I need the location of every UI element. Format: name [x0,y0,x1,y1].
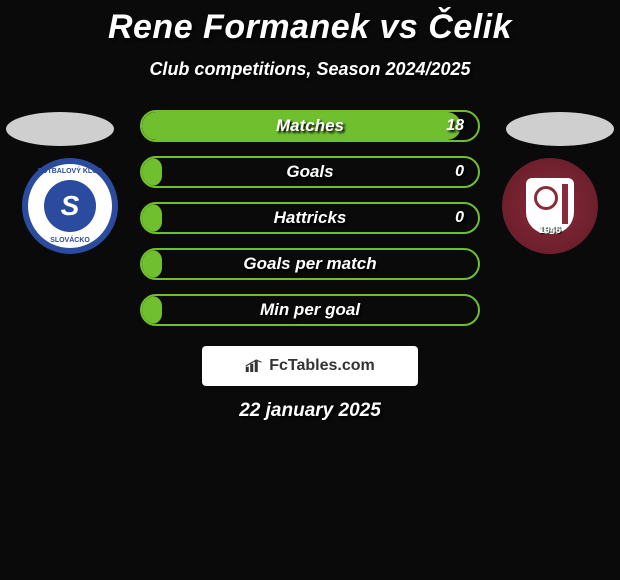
bar-chart-icon [245,359,263,373]
left-shadow-ellipse [6,112,114,146]
subtitle: Club competitions, Season 2024/2025 [0,59,620,80]
left-club-letter: S [44,180,96,232]
comparison-body: FOTBALOVÝ KLUB S SLOVÁCKO 1946 Matches 1… [0,110,620,340]
left-club-top-text: FOTBALOVÝ KLUB [38,168,103,175]
stat-label: Matches [142,112,478,140]
stat-label: Hattricks [142,204,478,232]
brand-name: FcTables.com [269,357,375,375]
stat-label: Min per goal [142,296,478,324]
left-club-bottom-text: SLOVÁCKO [50,237,90,244]
stat-bars: Matches 18 Goals 0 Hattricks 0 Goals per… [140,110,480,326]
stat-bar-goals: Goals 0 [140,156,480,188]
right-club-logo: 1946 [502,158,598,254]
stat-bar-matches: Matches 18 [140,110,480,142]
stat-bar-min-per-goal: Min per goal [140,294,480,326]
brand-card: FcTables.com [202,346,418,386]
stat-value: 0 [455,204,464,232]
stat-bar-hattricks: Hattricks 0 [140,202,480,234]
right-shadow-ellipse [506,112,614,146]
stat-label: Goals per match [142,250,478,278]
left-club-logo: FOTBALOVÝ KLUB S SLOVÁCKO [22,158,118,254]
right-club-year: 1946 [539,225,561,236]
stat-value: 0 [455,158,464,186]
comparison-card: Rene Formanek vs Čelik Club competitions… [0,0,620,422]
stat-label: Goals [142,158,478,186]
stat-value: 18 [446,112,464,140]
date-text: 22 january 2025 [0,400,620,422]
page-title: Rene Formanek vs Čelik [0,8,620,47]
stat-bar-goals-per-match: Goals per match [140,248,480,280]
